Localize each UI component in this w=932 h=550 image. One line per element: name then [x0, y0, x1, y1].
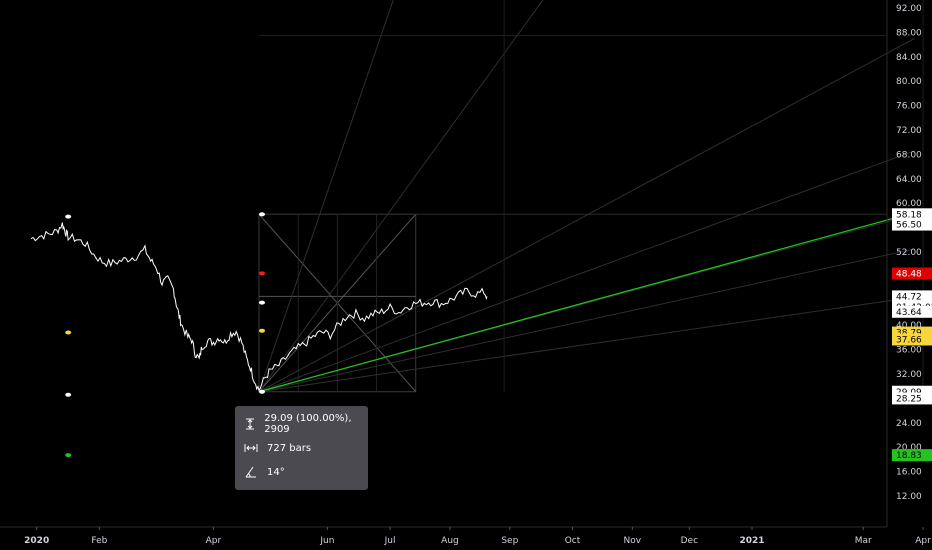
tooltip-angle-row: 14°	[243, 460, 360, 484]
tooltip-angle: 14°	[267, 466, 285, 478]
gann-fan-ray[interactable]	[258, 296, 915, 393]
tooltip-bars: 727 bars	[267, 442, 312, 454]
price-label: 56.50	[896, 221, 922, 231]
trend-line[interactable]	[258, 209, 919, 393]
price-label: 18.83	[896, 451, 922, 461]
tooltip-price-range: 29.09 (100.00%), 2909	[264, 413, 352, 435]
y-tick-label: 84.00	[896, 53, 922, 63]
y-tick-label: 32.00	[896, 370, 922, 380]
price-label: 43.64	[896, 308, 922, 318]
y-tick-label: 76.00	[896, 102, 922, 112]
anchor-dot[interactable]	[259, 300, 265, 305]
series-line	[30, 222, 488, 392]
y-tick-label: 12.00	[896, 492, 922, 502]
y-tick-label: 20.00	[896, 443, 922, 453]
y-tick-label: 36.00	[896, 346, 922, 356]
anchor-dot[interactable]	[259, 271, 265, 276]
anchor-dot[interactable]	[259, 212, 265, 217]
x-tick-label: Apr	[206, 536, 222, 546]
tooltip-price-row: 29.09 (100.00%), 2909	[243, 412, 360, 436]
y-tick-label: 80.00	[896, 77, 922, 87]
x-tick-label: 2020	[24, 536, 49, 546]
price-label: 58.18	[896, 210, 922, 220]
y-tick-label: 60.00	[896, 199, 922, 209]
price-label-bg	[892, 305, 932, 318]
price-label-bg	[892, 267, 932, 280]
anchor-dot[interactable]	[259, 389, 265, 394]
gann-fan-ray[interactable]	[258, 0, 573, 393]
angle-icon	[243, 465, 259, 479]
x-tick-label: Jul	[384, 536, 396, 546]
y-tick-label: 40.00	[896, 321, 922, 331]
x-tick-label: Apr	[915, 536, 931, 546]
measure-tooltip: 29.09 (100.00%), 2909 727 bars 14°	[235, 406, 368, 490]
y-tick-label: 88.00	[896, 28, 922, 38]
price-axis[interactable]: 92.00 88.00 84.00 80.00 76.00 72.00 68.00 64.00…	[886, 0, 922, 527]
dot-markers[interactable]	[65, 212, 265, 458]
x-tick-label: Sep	[501, 536, 518, 546]
x-tick-label: Mar	[855, 536, 872, 546]
x-tick-label: 2021	[740, 536, 765, 546]
trend-line-segment[interactable]	[258, 211, 918, 393]
y-tick-label: 92.00	[896, 4, 922, 14]
y-tick-label: 24.00	[896, 419, 922, 429]
x-tick-label: Jun	[319, 536, 334, 546]
price-label: 44.72	[896, 292, 922, 302]
anchor-dot[interactable]	[65, 392, 72, 397]
bars-range-icon	[243, 441, 259, 455]
price-label: 28.25	[896, 394, 922, 404]
gann-fan-ray[interactable]	[258, 150, 915, 393]
price-label-bg	[892, 208, 932, 221]
y-tick-label: 52.00	[896, 248, 922, 258]
gann-fan-ray[interactable]	[258, 38, 915, 393]
price-label-bg	[892, 290, 932, 303]
gann-fan-drawing[interactable]	[258, 0, 924, 393]
y-tick-label: 68.00	[896, 150, 922, 160]
anchor-dot[interactable]	[259, 328, 265, 333]
price-label: 48.48	[896, 269, 922, 279]
y-tick-label: 72.00	[896, 126, 922, 136]
x-tick-label: Dec	[681, 536, 698, 546]
anchor-dot[interactable]	[65, 214, 72, 219]
price-label-bg	[892, 392, 932, 405]
anchor-dot[interactable]	[65, 330, 72, 335]
price-label: 37.66	[896, 335, 922, 345]
x-tick-label: Aug	[441, 536, 459, 546]
gann-fan-ray[interactable]	[258, 0, 407, 392]
price-label-bg	[892, 449, 932, 462]
x-tick-label: Feb	[91, 536, 107, 546]
anchor-dot[interactable]	[65, 453, 72, 458]
y-tick-label: 64.00	[896, 175, 922, 185]
y-tick-label: 16.00	[896, 468, 922, 478]
price-labels: 58.1856.5048.4844.7201:42:0543.6438.7937…	[892, 208, 932, 462]
price-label-bg	[892, 333, 932, 346]
price-series	[30, 222, 488, 392]
x-tick-label: Nov	[624, 536, 642, 546]
price-label-bg	[892, 218, 932, 231]
tooltip-bars-row: 727 bars	[243, 436, 360, 460]
price-range-icon	[243, 417, 256, 431]
time-axis[interactable]: 2020 Feb Apr Jun Jul Aug Sep Oct Nov Dec 2021 Mar Ap…	[0, 526, 931, 546]
gann-fan-ray[interactable]	[258, 248, 915, 393]
x-tick-label: Oct	[565, 536, 581, 546]
